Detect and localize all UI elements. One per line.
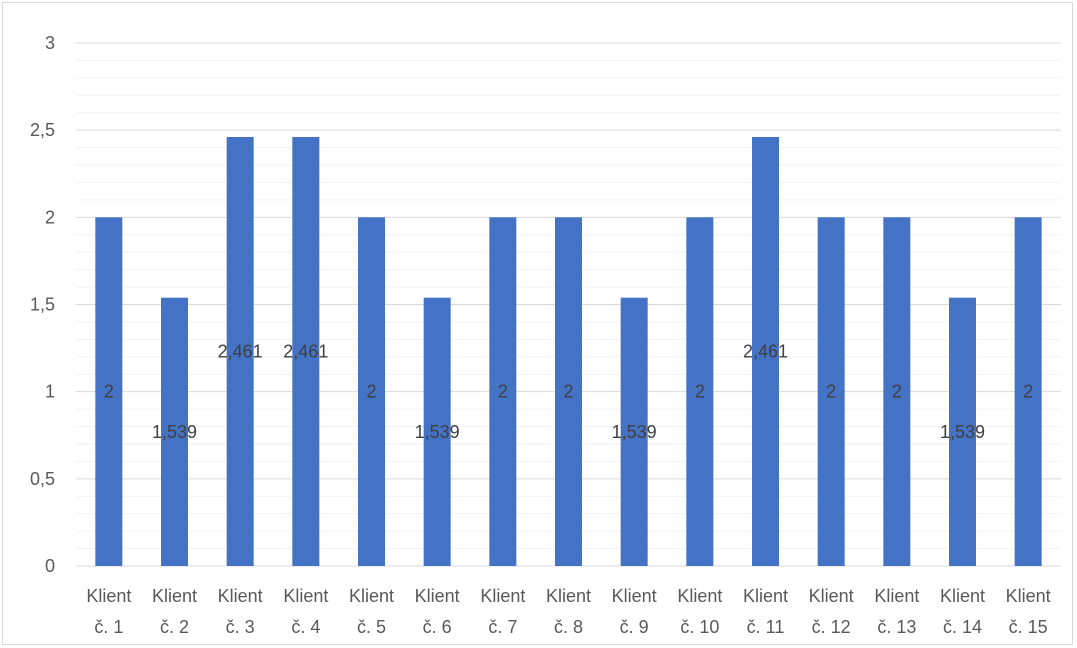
x-tick-label-line1: Klient: [152, 586, 197, 606]
x-tick-label-line2: č. 1: [94, 617, 123, 637]
x-tick-label-line1: Klient: [677, 586, 722, 606]
bar: [489, 217, 517, 567]
x-axis-labels: Klient č. 1 Klient č. 2 Klient č. 3 Klient č. 4…: [86, 586, 1050, 637]
y-tick-label: 1,5: [30, 295, 55, 315]
data-labels: 2 1,539 2,461 2,461 2 1,539 2 2 1,539 2 2,461 2 2 1,5…: [104, 341, 1033, 441]
x-tick-label-line2: č. 4: [291, 617, 320, 637]
data-label: 2,461: [743, 341, 788, 361]
data-label: 2: [563, 382, 573, 402]
bar: [752, 136, 779, 566]
bar: [883, 217, 911, 567]
y-axis-ticks: 0 0,5 1 1,5 2 2,5 3: [30, 33, 55, 576]
x-tick-label-line2: č. 3: [226, 617, 255, 637]
y-tick-label: 0: [45, 556, 55, 576]
data-label: 2: [695, 382, 705, 402]
data-label: 2: [826, 382, 836, 402]
bar: [620, 297, 648, 566]
bar: [292, 136, 320, 566]
x-tick-label-line2: č. 12: [812, 617, 851, 637]
data-label: 1,539: [940, 422, 985, 442]
x-tick-label-line2: č. 7: [488, 617, 517, 637]
x-tick-label-line2: č. 5: [357, 617, 386, 637]
bar: [817, 217, 845, 567]
x-tick-label-line1: Klient: [874, 586, 919, 606]
x-tick-label-line1: Klient: [415, 586, 460, 606]
x-tick-label-line1: Klient: [218, 586, 263, 606]
x-tick-label-line2: č. 11: [747, 617, 785, 637]
bar: [358, 217, 385, 567]
x-tick-label-line1: Klient: [283, 586, 328, 606]
data-label: 2: [104, 382, 114, 402]
data-label: 2: [366, 382, 376, 402]
y-tick-label: 0,5: [30, 469, 55, 489]
bar: [1014, 217, 1042, 567]
x-tick-label-line2: č. 9: [620, 617, 649, 637]
bar: [555, 217, 582, 567]
bar: [686, 217, 714, 567]
x-tick-label-line2: č. 15: [1009, 617, 1048, 637]
x-tick-label-line2: č. 10: [680, 617, 719, 637]
x-tick-label-line2: č. 2: [160, 617, 189, 637]
bar: [95, 217, 123, 567]
bar: [949, 297, 976, 566]
x-tick-label-line2: č. 8: [554, 617, 583, 637]
y-tick-label: 2,5: [30, 120, 55, 140]
x-tick-label-line1: Klient: [1006, 586, 1051, 606]
y-tick-label: 2: [45, 207, 55, 227]
x-tick-label-line2: č. 6: [423, 617, 452, 637]
bar: [161, 297, 188, 566]
x-tick-label-line2: č. 14: [943, 617, 982, 637]
data-label: 2,461: [283, 341, 328, 361]
data-label: 2: [498, 382, 508, 402]
x-tick-label-line1: Klient: [349, 586, 394, 606]
data-label: 1,539: [415, 422, 460, 442]
x-tick-label-line2: č. 13: [877, 617, 916, 637]
data-label: 2: [892, 382, 902, 402]
data-label: 2: [1023, 382, 1033, 402]
bar: [423, 297, 451, 566]
x-tick-label-line1: Klient: [546, 586, 591, 606]
x-tick-label-line1: Klient: [612, 586, 657, 606]
x-tick-label-line1: Klient: [86, 586, 131, 606]
data-label: 1,539: [152, 422, 197, 442]
x-tick-label-line1: Klient: [809, 586, 854, 606]
bars: [95, 136, 1042, 567]
x-tick-label-line1: Klient: [743, 586, 788, 606]
y-tick-label: 3: [45, 33, 55, 53]
data-label: 2,461: [218, 341, 263, 361]
y-tick-label: 1: [45, 382, 55, 402]
data-label: 1,539: [612, 422, 657, 442]
x-tick-label-line1: Klient: [940, 586, 985, 606]
bar: [226, 136, 254, 566]
x-tick-label-line1: Klient: [480, 586, 525, 606]
